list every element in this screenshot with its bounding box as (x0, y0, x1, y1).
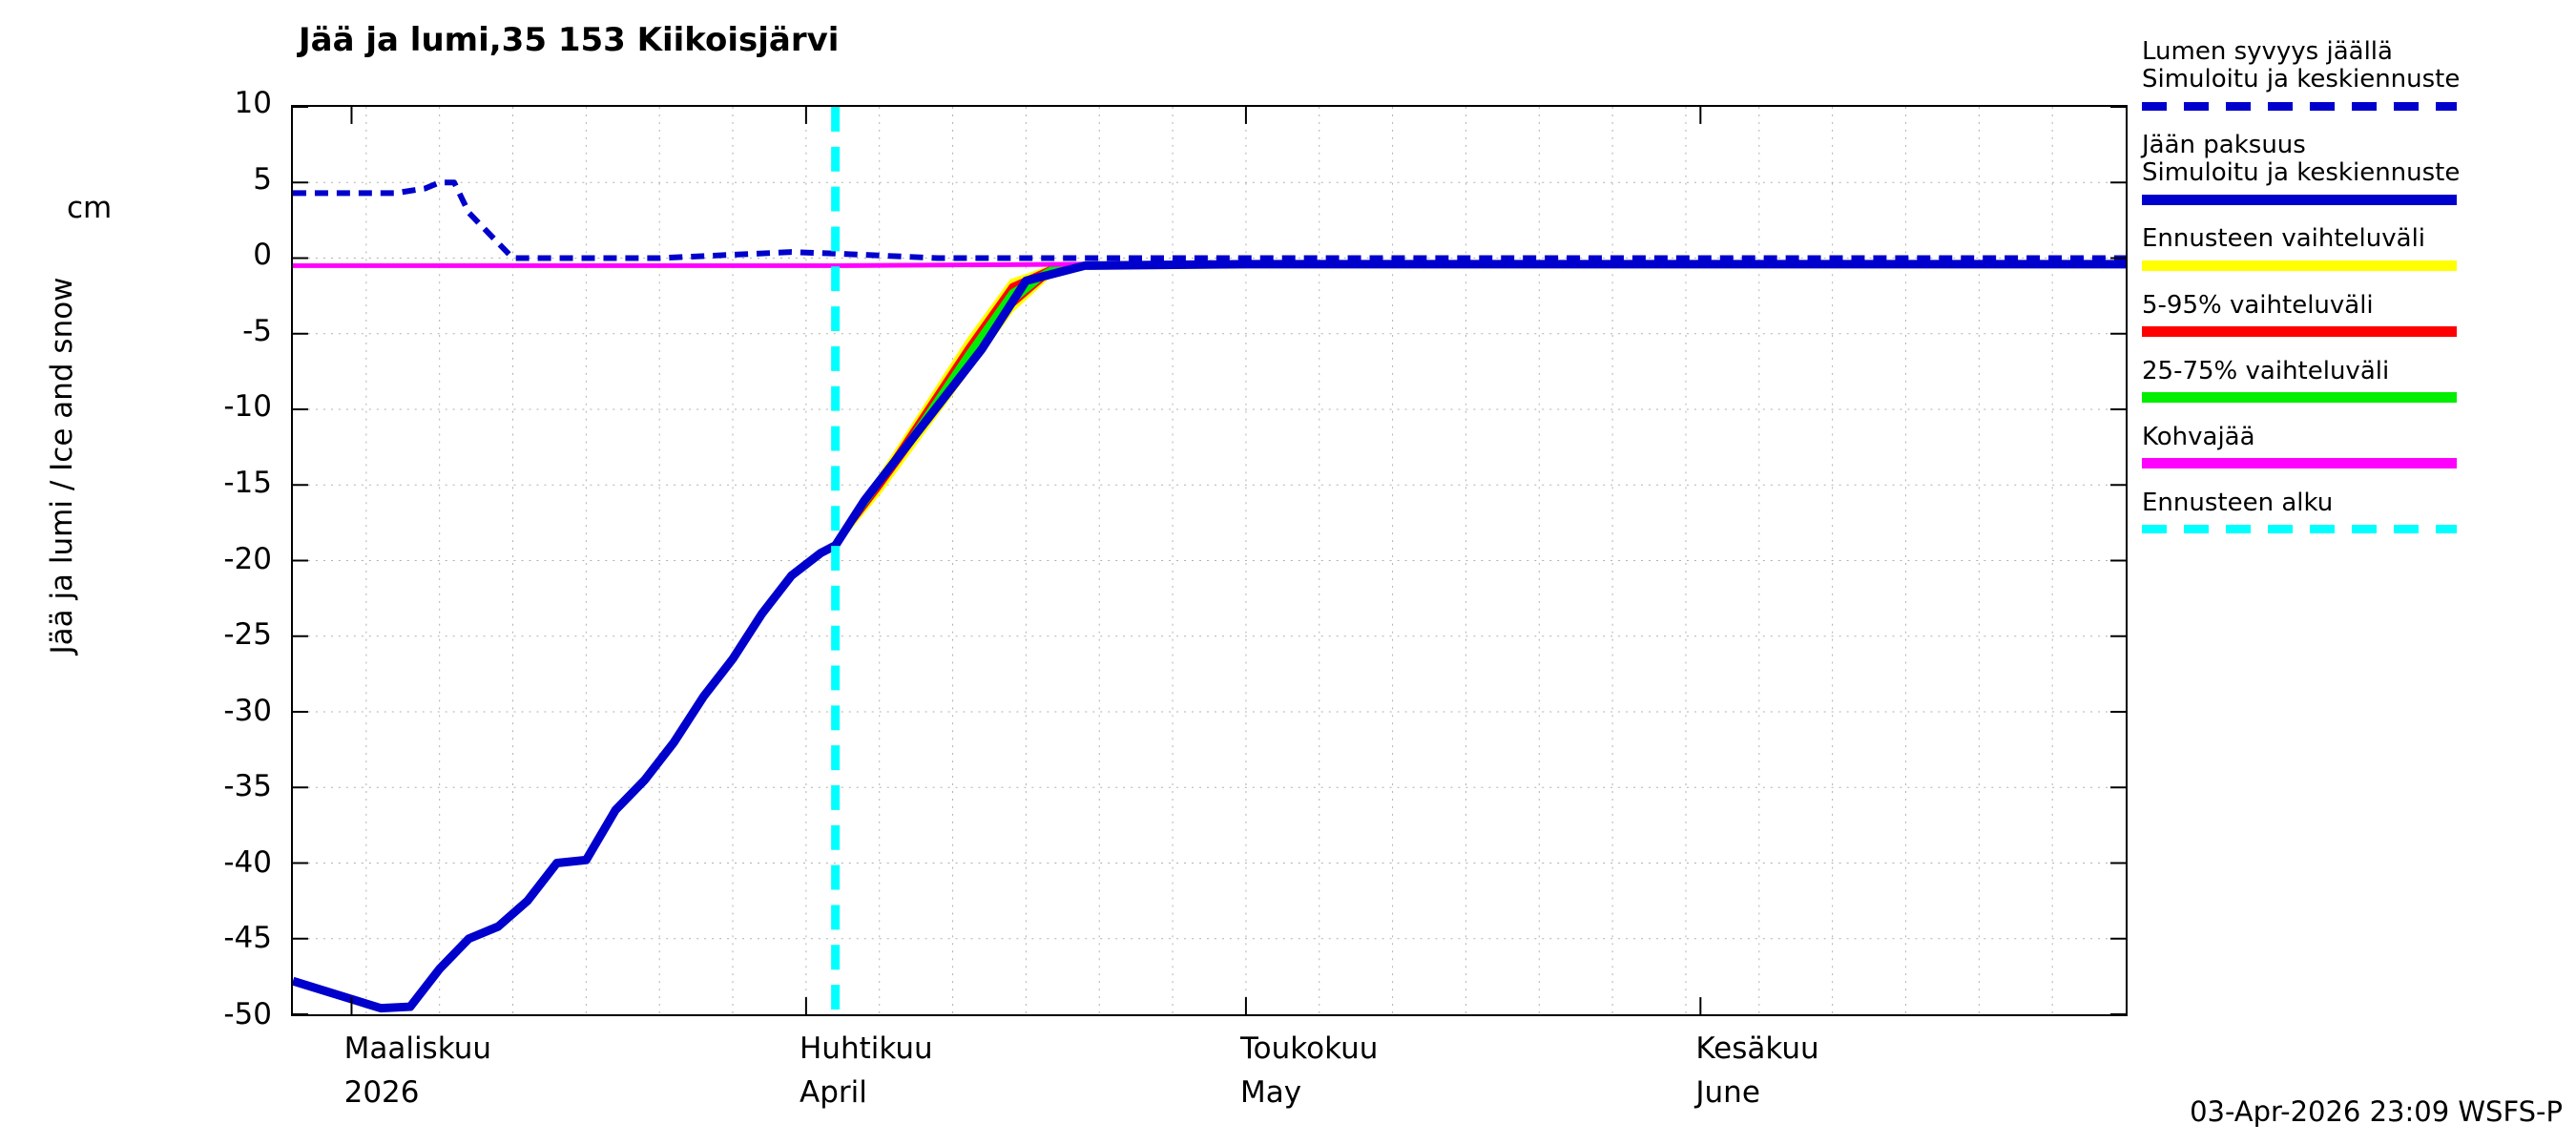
legend-item: Ennusteen vaihteluväli (2142, 225, 2571, 278)
legend-swatch (2142, 517, 2571, 542)
grid-lines (293, 107, 2126, 1014)
legend-line (2142, 194, 2457, 205)
legend-item: 25-75% vaihteluväli (2142, 356, 2571, 410)
legend-item: Ennusteen alku (2142, 489, 2571, 542)
x-tick-label-sub: June (1695, 1075, 1760, 1110)
legend-item-title: 5-95% vaihteluväli (2142, 290, 2374, 320)
y-tick-label: 0 (253, 238, 272, 273)
x-tick-label-month: Kesäkuu (1695, 1031, 1819, 1066)
legend-item-title: Kohvajää (2142, 422, 2255, 451)
y-tick-label: -35 (223, 769, 272, 804)
x-tick-label-sub: May (1240, 1075, 1302, 1110)
legend-item-title: Ennusteen alku (2142, 488, 2334, 517)
legend-swatch (2142, 451, 2571, 476)
y-tick-label: -25 (223, 617, 272, 653)
y-tick-label: -15 (223, 465, 272, 500)
legend-item-title: Lumen syvyys jäällä (2142, 37, 2393, 66)
legend-line (2142, 326, 2457, 338)
x-tick-label-month: Toukokuu (1240, 1031, 1379, 1066)
legend-item: Kohvajää (2142, 422, 2571, 476)
legend-item-subtitle: Simuloitu ja keskiennuste (2142, 158, 2461, 188)
footer-timestamp: 03-Apr-2026 23:09 WSFS-P (2190, 1095, 2563, 1128)
y-tick-label: -20 (223, 541, 272, 576)
y-tick-label: -50 (223, 997, 272, 1031)
legend-item-subtitle: Simuloitu ja keskiennuste (2142, 65, 2461, 94)
legend-line (2142, 392, 2457, 404)
legend-item: Lumen syvyys jäällä Simuloitu ja keskienn… (2142, 37, 2571, 118)
y-axis-unit: cm (67, 191, 113, 225)
y-tick-label: 5 (253, 161, 272, 197)
x-tick-label-month: Maaliskuu (343, 1031, 492, 1066)
page-title: Jää ja lumi,35 153 Kiikoisjärvi (299, 21, 840, 59)
legend-item-title: 25-75% vaihteluväli (2142, 356, 2390, 385)
legend-item: 5-95% vaihteluväli (2142, 290, 2571, 344)
x-tick-label-month: Huhtikuu (800, 1031, 933, 1066)
x-tick-label-sub: 2026 (343, 1075, 420, 1110)
plot-area (291, 105, 2128, 1016)
legend: Lumen syvyys jäällä Simuloitu ja keskienn… (2142, 37, 2571, 555)
y-tick-label: 10 (234, 86, 272, 120)
x-tick-label-sub: April (800, 1075, 867, 1110)
y-tick-label: -5 (242, 313, 272, 348)
legend-line (2142, 525, 2457, 534)
legend-item-title: Ennusteen vaihteluväli (2142, 224, 2426, 254)
legend-item: Jään paksuus Simuloitu ja keskiennuste (2142, 132, 2571, 212)
y-tick-label: -10 (223, 389, 272, 425)
data-series-layer (293, 107, 2126, 1014)
legend-line (2142, 458, 2457, 469)
legend-item-title: Jään paksuus (2142, 131, 2306, 160)
y-tick-label: -45 (223, 921, 272, 956)
legend-line (2142, 101, 2457, 111)
legend-swatch (2142, 385, 2571, 410)
legend-swatch (2142, 94, 2571, 118)
y-tick-label: -30 (223, 693, 272, 728)
y-axis-title: Jää ja lumi / Ice and snow (45, 277, 79, 655)
legend-swatch (2142, 254, 2571, 279)
legend-line (2142, 260, 2457, 272)
legend-swatch (2142, 187, 2571, 212)
y-tick-label: -40 (223, 844, 272, 880)
axis-ticks (293, 107, 2126, 1014)
legend-swatch (2142, 320, 2571, 344)
